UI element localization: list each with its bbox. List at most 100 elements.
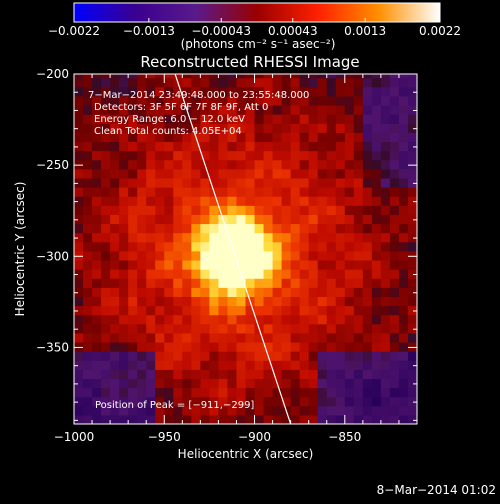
heatmap-cell bbox=[398, 396, 409, 407]
heatmap-cell bbox=[299, 332, 310, 343]
heatmap-cell bbox=[119, 150, 129, 161]
heatmap-cell bbox=[272, 74, 283, 79]
heatmap-cell bbox=[398, 296, 409, 307]
heatmap-cell bbox=[164, 74, 174, 79]
heatmap-cell bbox=[74, 396, 84, 407]
heatmap-cell bbox=[326, 74, 337, 79]
colorbar-strip bbox=[73, 2, 441, 23]
heatmap-cell bbox=[317, 123, 328, 133]
heatmap-cell bbox=[326, 250, 337, 261]
heatmap-cell bbox=[227, 232, 238, 243]
heatmap-cell bbox=[308, 205, 319, 215]
heatmap-cell bbox=[407, 378, 417, 389]
heatmap-cell bbox=[407, 296, 417, 307]
heatmap-cell bbox=[290, 269, 301, 279]
heatmap-cell bbox=[137, 259, 147, 270]
heatmap-cell bbox=[101, 387, 111, 398]
heatmap-cell bbox=[263, 196, 274, 206]
heatmap-cell bbox=[182, 341, 192, 352]
heatmap-cell bbox=[164, 332, 174, 343]
heatmap-cell bbox=[191, 159, 201, 170]
heatmap-cell bbox=[353, 405, 364, 416]
heatmap-cell bbox=[317, 95, 328, 106]
heatmap-cell bbox=[380, 414, 391, 424]
heatmap-cell bbox=[191, 196, 201, 206]
heatmap-cell bbox=[245, 205, 256, 215]
heatmap-cell bbox=[173, 405, 183, 416]
heatmap-cell bbox=[119, 114, 129, 124]
heatmap-cell bbox=[209, 241, 220, 252]
heatmap-cell bbox=[182, 95, 192, 106]
heatmap-cell bbox=[101, 241, 111, 252]
heatmap-cell bbox=[353, 214, 364, 225]
heatmap-cell bbox=[191, 205, 201, 215]
heatmap-cell bbox=[146, 150, 156, 161]
heatmap-cell bbox=[389, 205, 400, 215]
heatmap-cell bbox=[137, 332, 147, 343]
heatmap-cell bbox=[353, 150, 364, 161]
heatmap-cell bbox=[326, 132, 337, 143]
heatmap-cell bbox=[353, 123, 364, 133]
heatmap-cell bbox=[317, 132, 328, 143]
heatmap-cell bbox=[398, 196, 409, 206]
heatmap-cell bbox=[200, 86, 210, 97]
heatmap-cell bbox=[326, 396, 337, 407]
heatmap-cell bbox=[344, 132, 355, 143]
heatmap-cell bbox=[344, 414, 355, 424]
heatmap-cell bbox=[371, 360, 382, 370]
heatmap-cell bbox=[245, 369, 256, 380]
heatmap-cell bbox=[344, 168, 355, 179]
heatmap-cell bbox=[200, 95, 210, 106]
heatmap-cell bbox=[92, 341, 102, 352]
heatmap-cell bbox=[92, 196, 102, 206]
heatmap-cell bbox=[389, 387, 400, 398]
heatmap-cell bbox=[245, 387, 256, 398]
heatmap-cell bbox=[389, 223, 400, 234]
heatmap-cell bbox=[83, 86, 93, 97]
heatmap-cell bbox=[218, 396, 229, 407]
heatmap-cell bbox=[272, 77, 283, 88]
heatmap-cell bbox=[362, 259, 373, 270]
heatmap-cell bbox=[74, 405, 84, 416]
heatmap-cell bbox=[119, 405, 129, 416]
heatmap-cell bbox=[101, 214, 111, 225]
heatmap-cell bbox=[218, 351, 229, 361]
heatmap-cell bbox=[335, 205, 346, 215]
heatmap-cell bbox=[119, 314, 129, 325]
heatmap-cell bbox=[182, 241, 192, 252]
heatmap-cell bbox=[344, 314, 355, 325]
heatmap-cell bbox=[209, 250, 220, 261]
heatmap-cell bbox=[182, 159, 192, 170]
heatmap-cell bbox=[362, 241, 373, 252]
heatmap-cell bbox=[209, 405, 220, 416]
heatmap-cell bbox=[227, 250, 238, 261]
heatmap-cell bbox=[344, 86, 355, 97]
heatmap-cell bbox=[200, 351, 210, 361]
heatmap-cell bbox=[326, 241, 337, 252]
heatmap-cell bbox=[380, 205, 391, 215]
heatmap-cell bbox=[182, 296, 192, 307]
heatmap-cell bbox=[83, 177, 93, 188]
heatmap-cell bbox=[335, 323, 346, 334]
info-block: 7−Mar−2014 23:49:48.000 to 23:55:48.000D… bbox=[88, 90, 309, 137]
heatmap-cell bbox=[101, 232, 111, 243]
heatmap-cell bbox=[299, 132, 310, 143]
heatmap-cell bbox=[380, 396, 391, 407]
heatmap-cell bbox=[182, 278, 192, 288]
heatmap-cell bbox=[362, 132, 373, 143]
heatmap-cell bbox=[110, 305, 120, 316]
heatmap-cell bbox=[254, 278, 265, 288]
heatmap-cell bbox=[335, 132, 346, 143]
heatmap-cell bbox=[389, 378, 400, 389]
heatmap-cell bbox=[101, 287, 111, 297]
heatmap-cell bbox=[182, 86, 192, 97]
heatmap-cell bbox=[353, 396, 364, 407]
heatmap-cell bbox=[380, 159, 391, 170]
heatmap-cell bbox=[308, 369, 319, 380]
heatmap-cell bbox=[263, 287, 274, 297]
heatmap-cell bbox=[281, 241, 292, 252]
heatmap-cell bbox=[398, 341, 409, 352]
heatmap-cell bbox=[371, 74, 382, 79]
heatmap-cell bbox=[218, 159, 229, 170]
heatmap-cell bbox=[281, 95, 292, 106]
